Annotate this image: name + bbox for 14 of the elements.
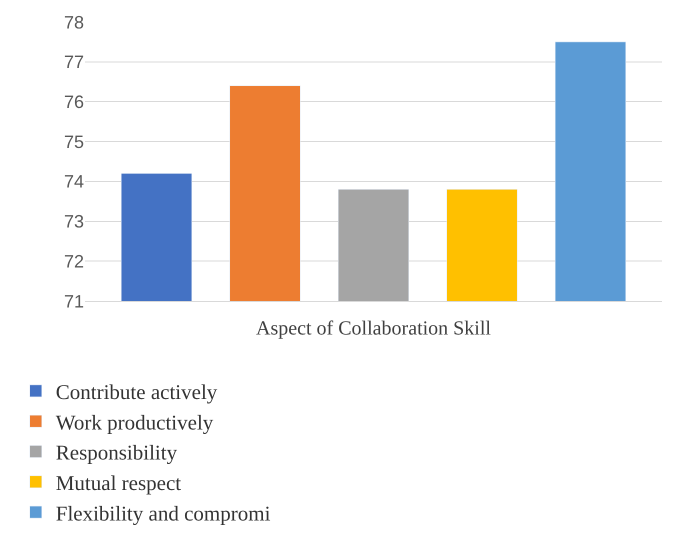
x-axis-title: Aspect of Collaboration Skill [256, 318, 492, 340]
y-tick-label: 78 [64, 12, 84, 32]
y-tick-label: 75 [64, 132, 84, 152]
legend-label: Responsibility [56, 440, 178, 465]
legend-label: Flexibility and compromi [56, 501, 271, 526]
y-tick-label: 74 [64, 172, 84, 192]
y-tick-label: 73 [64, 212, 84, 232]
y-tick-label: 72 [64, 251, 84, 272]
legend-label: Contribute actively [56, 380, 218, 404]
y-tick-label: 77 [64, 52, 84, 72]
legend-label: Work productively [56, 410, 214, 434]
y-tick-label: 76 [64, 92, 84, 112]
y-tick-label: 71 [64, 291, 84, 312]
legend-label: Mutual respect [56, 470, 182, 495]
